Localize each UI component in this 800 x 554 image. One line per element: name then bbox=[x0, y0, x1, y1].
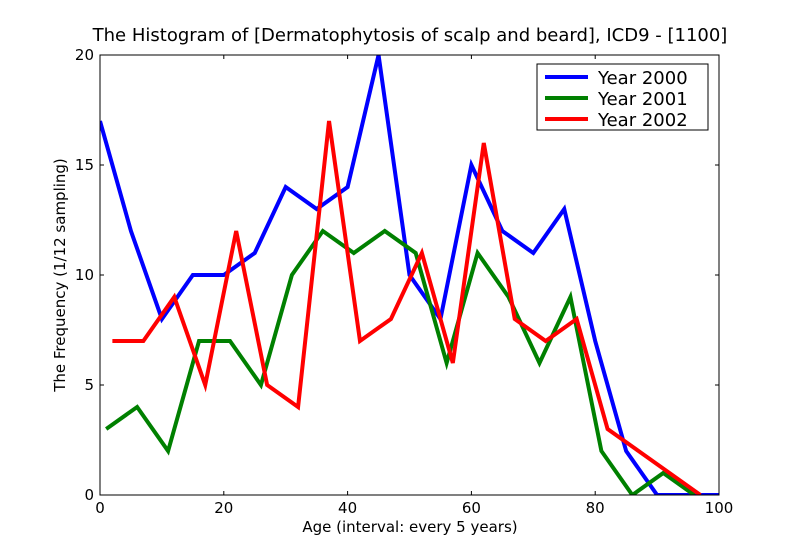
y-tick-label: 0 bbox=[84, 486, 94, 504]
x-tick-label: 60 bbox=[462, 499, 481, 517]
y-tick-label: 10 bbox=[75, 266, 94, 284]
y-axis-label: The Frequency (1/12 sampling) bbox=[51, 158, 69, 393]
chart-title: The Histogram of [Dermatophytosis of sca… bbox=[92, 25, 728, 46]
y-tick-label: 15 bbox=[75, 156, 94, 174]
x-tick-label: 0 bbox=[95, 499, 105, 517]
y-tick-label: 20 bbox=[75, 46, 94, 64]
plot-frame bbox=[99, 54, 720, 496]
x-tick-label: 40 bbox=[338, 499, 357, 517]
series-line-year-2002 bbox=[112, 120, 702, 495]
y-tick-label: 5 bbox=[84, 376, 94, 394]
x-axis-label: Age (interval: every 5 years) bbox=[302, 518, 517, 536]
x-tick-label: 80 bbox=[586, 499, 605, 517]
x-tick-label: 20 bbox=[214, 499, 233, 517]
legend-label: Year 2000 bbox=[597, 68, 688, 89]
legend-label: Year 2002 bbox=[597, 110, 688, 131]
x-tick-label: 100 bbox=[705, 499, 734, 517]
series-line-year-2001 bbox=[105, 228, 696, 495]
legend-label: Year 2001 bbox=[597, 89, 688, 110]
